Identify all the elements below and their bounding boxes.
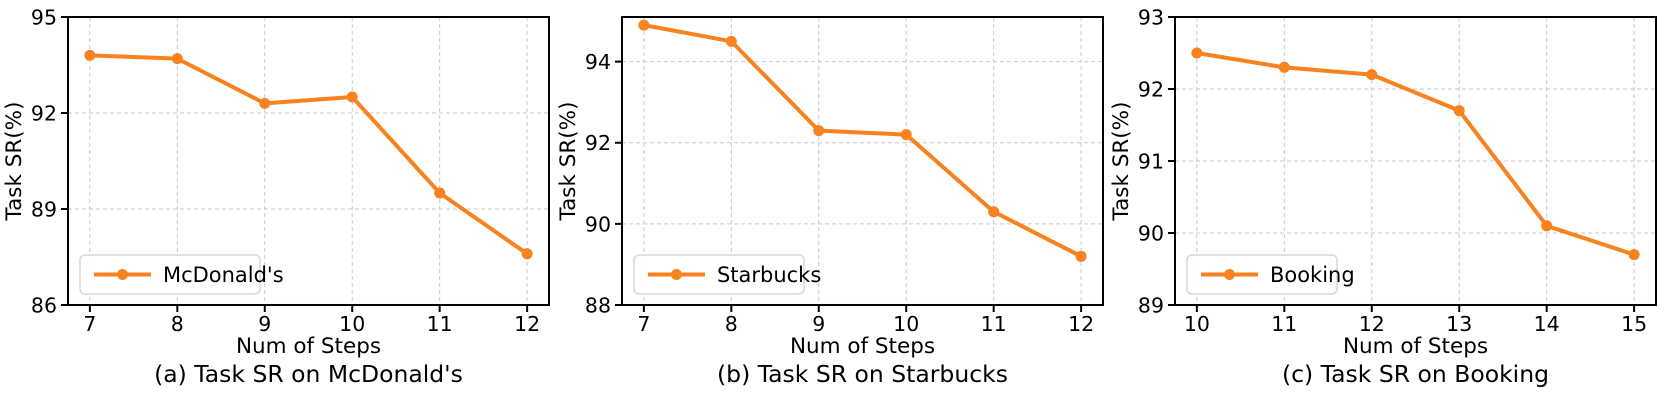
x-axis-label: Num of Steps: [1343, 334, 1488, 359]
x-tick-label: 14: [1534, 312, 1560, 336]
legend-box: [79, 254, 261, 295]
x-tick-label: 12: [1359, 312, 1385, 336]
x-tick-label: 10: [1184, 312, 1210, 336]
chart-panel-starbucks: 7 8 9 10 11 12 88 90 92 94 Starbucks Task SR(%) Num …: [554, 0, 1108, 401]
data-point-marker: [1541, 220, 1553, 232]
data-point-marker: [84, 49, 96, 61]
data-point-marker: [1628, 249, 1640, 261]
legend-label: Booking: [1270, 263, 1355, 287]
data-point-marker: [1454, 105, 1466, 117]
x-axis-label: Num of Steps: [236, 334, 381, 359]
y-tick-label: 94: [585, 50, 611, 74]
axes-spines: [66, 16, 550, 306]
data-point-marker: [1366, 69, 1378, 81]
line-chart-starbucks: 7 8 9 10 11 12 88 90 92 94 Starbucks Task SR(%) Num …: [556, 16, 1104, 388]
x-tick-label: 15: [1621, 312, 1647, 336]
legend-label: McDonald's: [163, 263, 284, 287]
data-point-marker: [171, 53, 183, 65]
subplot-caption: (a) Task SR on McDonald's: [154, 360, 463, 388]
y-tick-label: 90: [585, 212, 611, 236]
data-point-marker: [259, 97, 271, 109]
data-point-marker: [346, 91, 358, 103]
x-tick-label: 11: [427, 312, 453, 336]
y-tick-label: 93: [1138, 6, 1164, 30]
legend-label: Starbucks: [717, 263, 821, 287]
x-tick-label: 13: [1446, 312, 1472, 336]
data-point-marker: [812, 125, 824, 137]
data-point-marker: [725, 35, 737, 47]
data-point-marker: [1279, 61, 1291, 73]
x-axis-label: Num of Steps: [790, 334, 935, 359]
y-axis-label: Task SR(%): [556, 102, 581, 222]
x-tick-label: 7: [83, 312, 96, 336]
data-point-marker: [1191, 47, 1203, 59]
data-point-marker: [521, 248, 533, 260]
x-tick-label: 7: [637, 312, 650, 336]
subplot-caption: (c) Task SR on Booking: [1282, 360, 1549, 388]
data-point-marker: [638, 19, 650, 31]
y-tick-label: 92: [585, 131, 611, 155]
x-tick-label: 12: [514, 312, 540, 336]
legend-box: [632, 254, 805, 295]
data-point-marker: [434, 187, 446, 199]
line-chart-booking: 10 11 12 13 14 15 89 90 91 92 93 Booking Task SR(%) N…: [1109, 6, 1658, 388]
y-tick-label: 91: [1138, 150, 1164, 174]
data-point-marker: [987, 206, 999, 218]
y-axis-label: Task SR(%): [1109, 102, 1134, 222]
y-tick-label: 89: [31, 197, 57, 221]
legend-marker-sample: [116, 268, 128, 280]
x-tick-label: 10: [339, 312, 365, 336]
data-point-marker: [1075, 250, 1087, 262]
x-tick-label: 8: [171, 312, 184, 336]
subplot-caption: (b) Task SR on Starbucks: [717, 360, 1008, 388]
y-tick-label: 92: [1138, 78, 1164, 102]
y-tick-label: 89: [1138, 293, 1164, 317]
y-tick-label: 92: [31, 102, 57, 126]
series-line: [1195, 51, 1637, 257]
series-line: [87, 53, 530, 256]
x-tick-label: 9: [812, 312, 825, 336]
legend-box: [1186, 254, 1339, 295]
x-tick-label: 12: [1068, 312, 1094, 336]
chart-panel-booking: 10 11 12 13 14 15 89 90 91 92 93 Booking Task SR(%) N…: [1107, 0, 1661, 401]
x-tick-label: 10: [893, 312, 919, 336]
x-tick-label: 9: [258, 312, 271, 336]
y-tick-label: 95: [31, 6, 57, 30]
x-tick-label: 11: [1272, 312, 1298, 336]
legend-marker-sample: [1224, 268, 1236, 280]
x-tick-label: 8: [724, 312, 737, 336]
y-tick-label: 86: [31, 293, 57, 317]
series-line: [641, 23, 1083, 259]
x-tick-label: 11: [980, 312, 1006, 336]
chart-panel-mcdonalds: 7 8 9 10 11 12 86 89 92 95 McDonald's Task SR(%) Num…: [0, 0, 554, 401]
y-tick-label: 90: [1138, 221, 1164, 245]
data-point-marker: [900, 129, 912, 141]
axes-spines: [620, 16, 1104, 306]
legend-marker-sample: [670, 268, 682, 280]
y-axis-label: Task SR(%): [2, 102, 27, 222]
y-tick-label: 88: [585, 293, 611, 317]
